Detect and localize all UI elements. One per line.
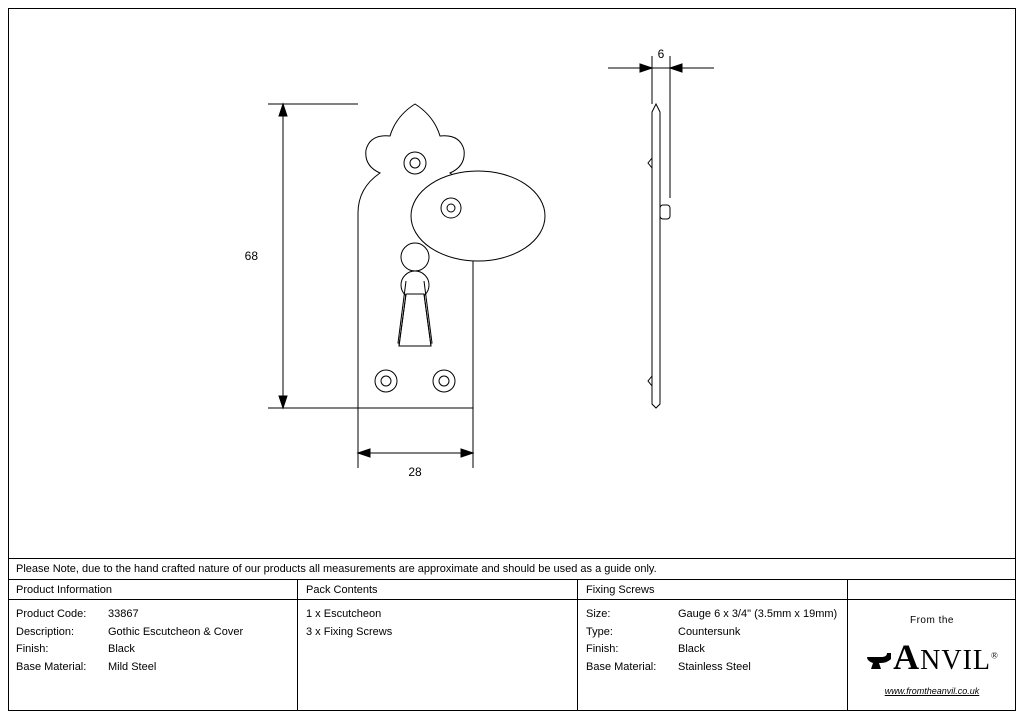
dim-depth-label: 6 bbox=[658, 47, 665, 61]
br-screw-outer bbox=[433, 370, 455, 392]
screw-base-value: Stainless Steel bbox=[678, 659, 751, 677]
pack-line-1: 1 x Escutcheon bbox=[306, 606, 569, 624]
dim-h-arrow-t bbox=[279, 104, 287, 116]
product-base-label: Base Material: bbox=[16, 659, 108, 677]
screw-finish-value: Black bbox=[678, 641, 705, 659]
dim-w-arrow-r bbox=[461, 449, 473, 457]
logo-cell: From the ANVIL® www.fromtheanvil.co.uk bbox=[848, 600, 1016, 711]
product-base-value: Mild Steel bbox=[108, 659, 156, 677]
section-headers: Product Information Pack Contents Fixing… bbox=[8, 580, 1016, 600]
note-text: Please Note, due to the hand crafted nat… bbox=[16, 563, 657, 575]
side-csk1 bbox=[648, 158, 652, 168]
product-desc-line: Description: Gothic Escutcheon & Cover bbox=[16, 624, 289, 642]
oval-cover bbox=[411, 171, 545, 261]
screw-type-line: Type: Countersunk bbox=[586, 624, 839, 642]
dim-h-arrow-b bbox=[279, 396, 287, 408]
screw-base-line: Base Material: Stainless Steel bbox=[586, 659, 839, 677]
product-base-line: Base Material: Mild Steel bbox=[16, 659, 289, 677]
product-code-label: Product Code: bbox=[16, 606, 108, 624]
header-fixing-screws: Fixing Screws bbox=[578, 580, 848, 600]
screw-type-label: Type: bbox=[586, 624, 678, 642]
drawing-svg: 68 28 6 bbox=[8, 8, 1016, 558]
screw-size-value: Gauge 6 x 3/4" (3.5mm x 19mm) bbox=[678, 606, 837, 624]
bl-screw-inner bbox=[381, 376, 391, 386]
header-pack-contents: Pack Contents bbox=[298, 580, 578, 600]
product-finish-line: Finish: Black bbox=[16, 641, 289, 659]
product-code-line: Product Code: 33867 bbox=[16, 606, 289, 624]
anvil-icon bbox=[865, 651, 893, 671]
header-product-info: Product Information bbox=[8, 580, 298, 600]
brand-logo: From the ANVIL® www.fromtheanvil.co.uk bbox=[865, 613, 999, 699]
screw-type-value: Countersunk bbox=[678, 624, 740, 642]
top-screw-inner bbox=[410, 158, 420, 168]
screw-finish-label: Finish: bbox=[586, 641, 678, 659]
product-finish-label: Finish: bbox=[16, 641, 108, 659]
screw-base-label: Base Material: bbox=[586, 659, 678, 677]
header-logo-spacer bbox=[848, 580, 1016, 600]
logo-main-text: ANVIL® bbox=[865, 629, 999, 687]
product-code-value: 33867 bbox=[108, 606, 139, 624]
product-desc-label: Description: bbox=[16, 624, 108, 642]
br-screw-inner bbox=[439, 376, 449, 386]
technical-drawing: 68 28 6 bbox=[8, 8, 1016, 558]
pack-line-2: 3 x Fixing Screws bbox=[306, 624, 569, 642]
dim-height-label: 68 bbox=[245, 249, 259, 263]
screw-finish-line: Finish: Black bbox=[586, 641, 839, 659]
fixing-screws-cell: Size: Gauge 6 x 3/4" (3.5mm x 19mm) Type… bbox=[578, 600, 848, 711]
dim-d-arrow-l bbox=[640, 64, 652, 72]
screw-size-line: Size: Gauge 6 x 3/4" (3.5mm x 19mm) bbox=[586, 606, 839, 624]
note-row: Please Note, due to the hand crafted nat… bbox=[8, 558, 1016, 580]
data-row: Product Code: 33867 Description: Gothic … bbox=[8, 600, 1016, 711]
side-stud bbox=[660, 205, 670, 219]
screw-size-label: Size: bbox=[586, 606, 678, 624]
side-plate bbox=[652, 104, 660, 408]
pack-contents-cell: 1 x Escutcheon 3 x Fixing Screws bbox=[298, 600, 578, 711]
side-csk2 bbox=[648, 376, 652, 386]
product-desc-value: Gothic Escutcheon & Cover bbox=[108, 624, 243, 642]
top-screw-outer bbox=[404, 152, 426, 174]
dim-width-label: 28 bbox=[408, 465, 422, 479]
logo-superscript: From the bbox=[865, 613, 999, 629]
product-finish-value: Black bbox=[108, 641, 135, 659]
bl-screw-outer bbox=[375, 370, 397, 392]
product-info-cell: Product Code: 33867 Description: Gothic … bbox=[8, 600, 298, 711]
dim-d-arrow-r bbox=[670, 64, 682, 72]
dim-w-arrow-l bbox=[358, 449, 370, 457]
logo-url: www.fromtheanvil.co.uk bbox=[865, 684, 999, 698]
